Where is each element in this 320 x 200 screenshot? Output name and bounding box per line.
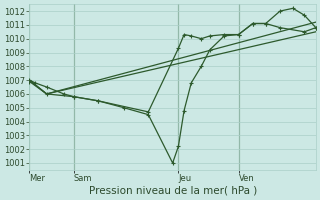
X-axis label: Pression niveau de la mer( hPa ): Pression niveau de la mer( hPa )	[89, 186, 257, 196]
